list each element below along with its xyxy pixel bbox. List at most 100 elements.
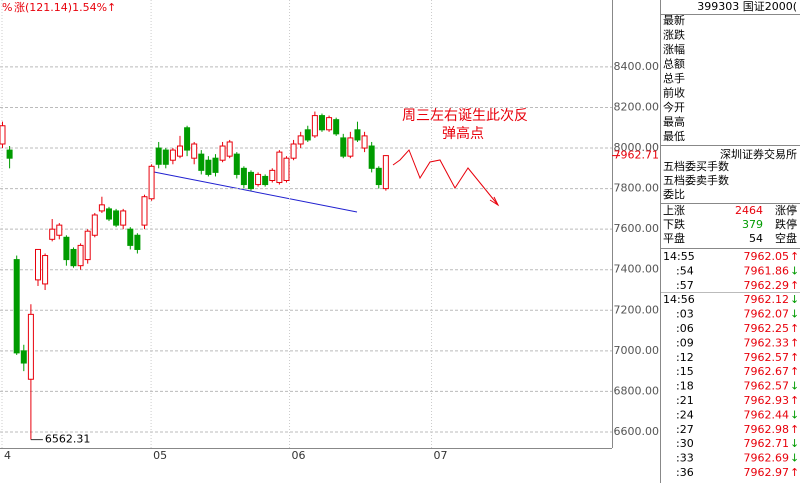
tick-arrow: ↓ (790, 408, 799, 421)
y-tick-label: 6800.00 (614, 384, 660, 397)
tick-arrow: ↑ (790, 279, 799, 292)
header-change: 涨(121.14)1.54%↑ (14, 1, 116, 14)
candle-body (382, 155, 389, 190)
candle-body (269, 169, 276, 182)
field-label: 总手 (663, 71, 685, 85)
candle-body (326, 117, 333, 131)
tick-price: 7962.05 (744, 250, 790, 263)
tick-time: :30 (676, 437, 694, 450)
candle-body (13, 259, 20, 354)
candle-body (6, 149, 13, 159)
candle-body (255, 173, 262, 186)
trend-line (153, 171, 358, 213)
tick-price: 7962.93 (744, 394, 790, 407)
field-label: 涨幅 (663, 43, 685, 56)
tick-arrow: ↑ (790, 322, 799, 335)
tick-price: 7962.29 (744, 279, 790, 292)
y-tick-label: 6600.00 (614, 425, 660, 438)
tick-price: 7962.25 (744, 322, 790, 335)
tick-time: :57 (676, 279, 694, 292)
candle-body (318, 115, 325, 131)
tick-arrow: ↑ (790, 250, 799, 263)
panel-title: 399303 国证2000( (697, 0, 797, 13)
tick-arrow: ↑ (790, 466, 799, 479)
candle-body (134, 234, 141, 250)
candle-body (120, 210, 127, 226)
tick-price: 7962.67 (744, 365, 790, 378)
candle-body (283, 157, 290, 182)
tick-price: 7962.12 (744, 293, 790, 306)
tick-time: :03 (676, 308, 694, 321)
candle-body (276, 151, 283, 184)
tick-price: 7962.57 (744, 380, 790, 393)
tick-time: :15 (676, 365, 694, 378)
candle-body (347, 137, 354, 157)
tick-time: :21 (676, 394, 694, 407)
candle-body (127, 228, 134, 246)
candle-body (162, 149, 169, 165)
candle-body (20, 350, 27, 364)
candle-body (105, 208, 112, 220)
order-label: 五档委买手数 (663, 159, 729, 173)
y-tick-label: 7400.00 (614, 263, 660, 276)
x-tick-label: 05 (153, 449, 167, 462)
y-tick-label: 7600.00 (614, 222, 660, 235)
field-label: 前收 (663, 86, 685, 100)
candle-body (84, 230, 91, 261)
breadth-label: 下跌 (663, 217, 685, 231)
y-tick-label: 7000.00 (614, 344, 660, 357)
breadth-limit: 空盘 (775, 231, 797, 245)
y-tick-label: 8200.00 (614, 100, 660, 113)
candle-body (113, 210, 120, 226)
breadth-limit: 涨停 (775, 203, 797, 217)
candle-body (304, 129, 311, 141)
candle-body (77, 244, 84, 267)
tick-time: 14:55 (663, 250, 695, 263)
candle-body (290, 143, 297, 159)
candle-body (56, 224, 63, 236)
tick-price: 7962.07 (744, 308, 790, 321)
field-label: 今开 (663, 100, 685, 114)
candle-body (297, 135, 304, 145)
tick-arrow: ↑ (790, 365, 799, 378)
tick-price: 7962.57 (744, 351, 790, 364)
candle-body (49, 228, 56, 240)
candle-body (0, 125, 6, 145)
tick-arrow: ↓ (790, 293, 799, 306)
candle-body (42, 255, 49, 285)
candle-body (27, 313, 34, 380)
exchange: 深圳证券交易所 (720, 147, 797, 161)
x-tick-label: 06 (292, 449, 306, 462)
candle-body (184, 127, 191, 151)
field-label: 最新 (663, 13, 685, 27)
breadth-label: 上涨 (663, 204, 685, 217)
annotation: 弹高点 (442, 125, 484, 142)
tick-time: :09 (676, 336, 694, 349)
tick-arrow: ↓ (790, 452, 799, 465)
tick-time: :33 (676, 452, 694, 465)
tick-arrow: ↑ (790, 423, 799, 436)
candle-body (262, 175, 269, 186)
candle-body (169, 149, 176, 161)
annotation: 周三左右诞生此次反 (402, 108, 528, 124)
field-label: 最低 (663, 130, 685, 143)
candle-body (311, 115, 318, 137)
tick-price: 7962.33 (744, 336, 790, 349)
candle-body (212, 157, 219, 173)
breadth-label: 平盘 (663, 231, 685, 245)
tick-time: :18 (676, 380, 694, 393)
y-tick-label: 8000.00 (614, 141, 660, 154)
candle-body (70, 248, 77, 267)
field-label: 涨跌 (663, 28, 685, 42)
candle-body (226, 141, 233, 157)
candle-body (340, 137, 347, 157)
tick-time: :36 (676, 466, 694, 479)
candle-body (247, 171, 254, 190)
candle-body (240, 167, 247, 186)
order-label: 委比 (663, 188, 685, 201)
candle-body (155, 147, 162, 165)
candle-body (98, 204, 105, 212)
tick-arrow: ↓ (790, 380, 799, 393)
tick-price: 7962.44 (744, 408, 790, 421)
